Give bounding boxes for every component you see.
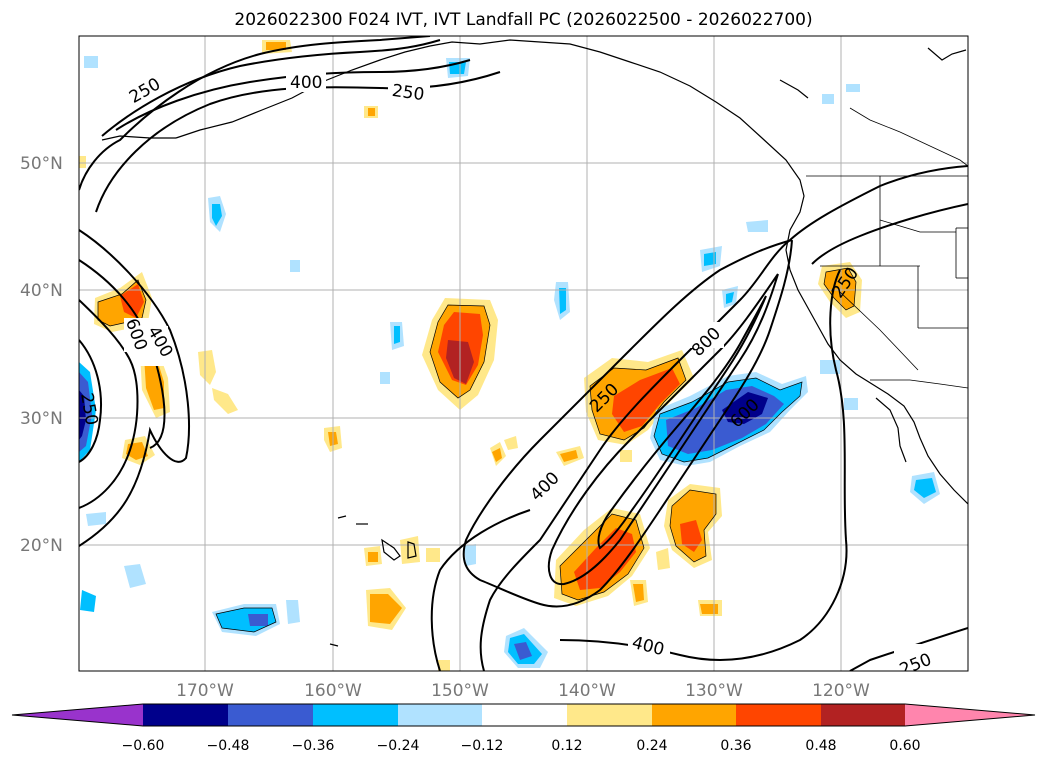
colorbar-tick-6: 0.12 bbox=[551, 738, 582, 754]
colorbar-segment-7 bbox=[652, 704, 736, 726]
negative-anomaly-patches bbox=[79, 56, 940, 668]
colorbar-segment-3 bbox=[313, 704, 398, 726]
pc-contour-edges bbox=[97, 267, 857, 633]
colorbar-segment-4 bbox=[398, 704, 482, 726]
coastlines bbox=[101, 39, 968, 647]
colorbar-segment-9 bbox=[821, 704, 905, 726]
lon-label-160w: 160°W bbox=[304, 681, 362, 701]
lon-label-120w: 120°W bbox=[812, 681, 870, 701]
lat-label-50n: 50°N bbox=[20, 154, 63, 174]
lat-label-20n: 20°N bbox=[20, 536, 63, 556]
colorbar-extend-right bbox=[905, 704, 1035, 726]
map-plot-area: 250 400 250 400 600 250 250 800 250 400 … bbox=[76, 36, 968, 671]
contour-labels: 250 400 250 400 600 250 250 800 250 400 … bbox=[76, 62, 938, 671]
colorbar-tick-5: −0.12 bbox=[461, 738, 504, 754]
map-frame bbox=[78, 35, 969, 672]
colorbar-tick-2: −0.48 bbox=[207, 738, 250, 754]
map-title: 2026022300 F024 IVT, IVT Landfall PC (20… bbox=[234, 10, 813, 30]
contour-label-250-n: 250 bbox=[391, 81, 426, 105]
colorbar: −0.60 −0.48 −0.36 −0.24 −0.12 0.12 0.24 … bbox=[11, 703, 1036, 754]
colorbar-segment-1 bbox=[143, 704, 228, 726]
contour-label-400-n: 400 bbox=[290, 73, 322, 93]
colorbar-tick-10: 0.60 bbox=[889, 738, 920, 754]
lat-label-40n: 40°N bbox=[20, 281, 63, 301]
lon-label-170w: 170°W bbox=[176, 681, 234, 701]
lon-label-150w: 150°W bbox=[431, 681, 489, 701]
lon-label-140w: 140°W bbox=[558, 681, 616, 701]
lon-label-130w: 130°W bbox=[685, 681, 743, 701]
latitude-labels: 50°N 40°N 30°N 20°N bbox=[20, 154, 63, 556]
longitude-labels: 170°W 160°W 150°W 140°W 130°W 120°W bbox=[176, 681, 870, 701]
lat-label-30n: 30°N bbox=[20, 409, 63, 429]
colorbar-tick-8: 0.36 bbox=[720, 738, 751, 754]
contour-label-250-w: 250 bbox=[76, 391, 101, 426]
colorbar-segment-6 bbox=[567, 704, 652, 726]
colorbar-segment-2 bbox=[228, 704, 313, 726]
colorbar-tick-7: 0.24 bbox=[636, 738, 667, 754]
colorbar-extend-left bbox=[12, 704, 143, 726]
colorbar-segment-8 bbox=[736, 704, 821, 726]
lat-lon-gridlines bbox=[79, 36, 968, 671]
colorbar-tick-3: −0.36 bbox=[292, 738, 335, 754]
colorbar-tick-4: −0.24 bbox=[377, 738, 420, 754]
colorbar-tick-1: −0.60 bbox=[122, 738, 165, 754]
political-borders bbox=[806, 107, 968, 389]
colorbar-tick-9: 0.48 bbox=[805, 738, 836, 754]
ivt-contours bbox=[79, 36, 968, 671]
colorbar-segment-5 bbox=[482, 704, 567, 726]
